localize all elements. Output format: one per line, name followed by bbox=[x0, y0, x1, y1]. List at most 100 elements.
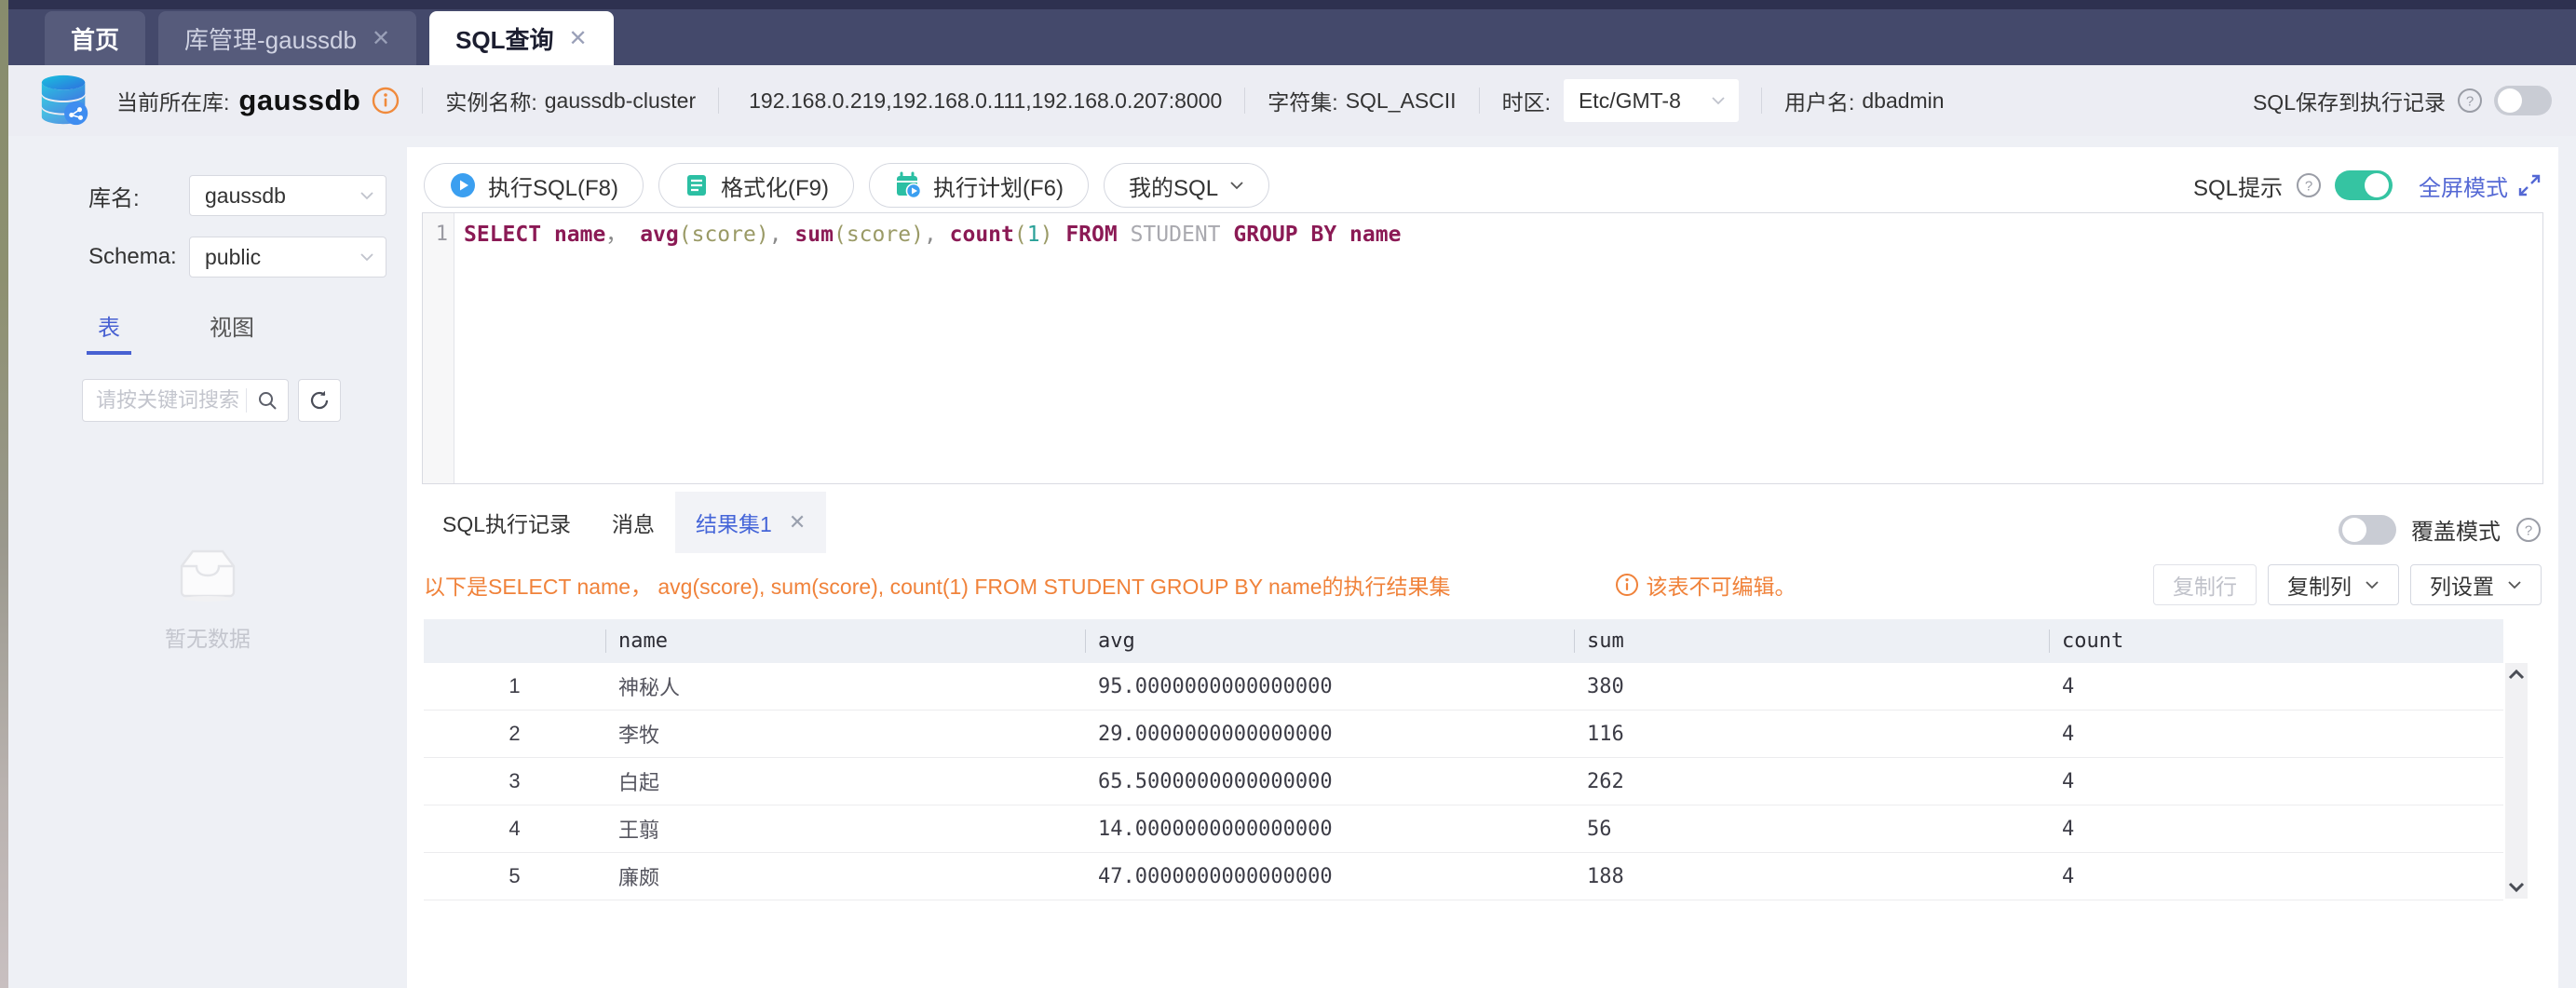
sql-token bbox=[627, 223, 640, 247]
cell-avg[interactable]: 65.5000000000000000 bbox=[1098, 769, 1333, 793]
sql-token bbox=[1052, 223, 1065, 247]
tab-home[interactable]: 首页 bbox=[45, 11, 146, 65]
format-label: 格式化(F9) bbox=[721, 175, 830, 201]
sql-token: count bbox=[949, 223, 1014, 247]
sidebar-tab-tables[interactable]: 表 bbox=[87, 309, 131, 355]
column-header-count[interactable]: count bbox=[2049, 619, 2503, 663]
cell-avg[interactable]: 29.0000000000000000 bbox=[1098, 722, 1333, 746]
scroll-down-icon[interactable] bbox=[2508, 882, 2525, 893]
explain-plan-button[interactable]: 执行计划(F6) bbox=[869, 163, 1090, 208]
cell-count[interactable]: 4 bbox=[2062, 864, 2075, 888]
cell-name[interactable]: 王翦 bbox=[618, 819, 660, 842]
sql-token: BY bbox=[1310, 223, 1337, 247]
scroll-up-icon[interactable] bbox=[2508, 669, 2525, 680]
table-row[interactable]: 1 神秘人 95.0000000000000000 380 4 bbox=[424, 663, 2503, 711]
cell-name[interactable]: 神秘人 bbox=[618, 676, 681, 699]
cell-no[interactable]: 1 bbox=[508, 674, 521, 697]
overwrite-mode-toggle[interactable] bbox=[2339, 514, 2396, 545]
my-sql-label: 我的SQL bbox=[1129, 175, 1219, 201]
tab-sql-query[interactable]: SQL查询 ✕ bbox=[429, 11, 614, 65]
close-icon[interactable]: ✕ bbox=[788, 510, 807, 534]
sql-token bbox=[1118, 223, 1131, 247]
tab-home-label: 首页 bbox=[71, 25, 120, 54]
sql-token: , bbox=[768, 223, 795, 247]
cell-count[interactable]: 4 bbox=[2062, 817, 2075, 841]
db-select[interactable]: gaussdb bbox=[189, 175, 386, 216]
current-db-label: 当前所在库: bbox=[116, 90, 230, 115]
cell-no[interactable]: 2 bbox=[508, 722, 521, 745]
refresh-button[interactable] bbox=[298, 379, 341, 422]
close-icon[interactable]: ✕ bbox=[568, 25, 588, 51]
cell-avg[interactable]: 47.0000000000000000 bbox=[1098, 864, 1333, 888]
save-record-toggle[interactable] bbox=[2494, 86, 2552, 115]
column-header-name[interactable]: name bbox=[605, 619, 1085, 663]
chevron-down-icon bbox=[360, 192, 373, 200]
copy-column-button[interactable]: 复制列 bbox=[2268, 564, 2399, 605]
code-line[interactable]: SELECT name， avg(score), sum(score), cou… bbox=[454, 213, 2542, 483]
sql-token: score bbox=[846, 223, 912, 247]
ip-list: 192.168.0.219,192.168.0.111,192.168.0.20… bbox=[749, 88, 1223, 113]
copy-row-button[interactable]: 复制行 bbox=[2153, 564, 2257, 605]
cell-name[interactable]: 廉颇 bbox=[618, 866, 660, 889]
sql-hint-toggle[interactable] bbox=[2335, 170, 2393, 200]
format-button[interactable]: 格式化(F9) bbox=[658, 163, 855, 208]
cell-count[interactable]: 4 bbox=[2062, 722, 2075, 746]
current-db-value: gaussdb bbox=[238, 84, 361, 116]
table-scrollbar[interactable] bbox=[2505, 663, 2528, 899]
schema-select[interactable]: public bbox=[189, 237, 386, 277]
sql-token: ) bbox=[1039, 223, 1053, 247]
run-sql-button[interactable]: 执行SQL(F8) bbox=[424, 163, 644, 208]
timezone-select[interactable]: Etc/GMT-8 bbox=[1563, 79, 1739, 122]
play-icon bbox=[451, 173, 475, 197]
cell-sum[interactable]: 380 bbox=[1587, 674, 1624, 698]
search-icon[interactable] bbox=[247, 380, 288, 421]
sql-token: ( bbox=[833, 223, 847, 247]
timezone-label: 时区: bbox=[1501, 90, 1551, 115]
desktop-edge bbox=[0, 0, 8, 988]
cell-no[interactable]: 3 bbox=[508, 769, 521, 792]
sidebar-tab-views[interactable]: 视图 bbox=[210, 316, 254, 341]
explain-plan-label: 执行计划(F6) bbox=[933, 175, 1064, 201]
cell-sum[interactable]: 262 bbox=[1587, 769, 1624, 793]
db-select-value: gaussdb bbox=[205, 183, 286, 208]
table-row[interactable]: 2 李牧 29.0000000000000000 116 4 bbox=[424, 711, 2503, 758]
result-info-row: 以下是SELECT name， avg(score), sum(score), … bbox=[424, 562, 2542, 607]
table-row[interactable]: 4 王翦 14.0000000000000000 56 4 bbox=[424, 805, 2503, 853]
cell-count[interactable]: 4 bbox=[2062, 769, 2075, 793]
cell-name[interactable]: 白起 bbox=[618, 771, 660, 794]
divider bbox=[1244, 88, 1246, 114]
table-row[interactable]: 5 廉颇 47.0000000000000000 188 4 bbox=[424, 853, 2503, 900]
sidebar: 库名: gaussdb Schema: public 表 视图 bbox=[8, 136, 407, 988]
tab-db-management[interactable]: 库管理-gaussdb ✕ bbox=[158, 11, 417, 65]
help-icon[interactable]: ? bbox=[2515, 517, 2542, 543]
cell-avg[interactable]: 14.0000000000000000 bbox=[1098, 817, 1333, 841]
instance-label: 实例名称: bbox=[445, 90, 537, 115]
cell-sum[interactable]: 116 bbox=[1587, 722, 1624, 746]
cell-sum[interactable]: 56 bbox=[1587, 817, 1612, 841]
table-row[interactable]: 3 白起 65.5000000000000000 262 4 bbox=[424, 758, 2503, 805]
db-info-icon[interactable] bbox=[372, 87, 400, 115]
cell-no[interactable]: 4 bbox=[508, 817, 521, 840]
close-icon[interactable]: ✕ bbox=[371, 25, 391, 51]
tab-result-set[interactable]: 结果集1 ✕ bbox=[675, 492, 827, 553]
help-icon[interactable]: ? bbox=[2296, 172, 2322, 198]
cell-count[interactable]: 4 bbox=[2062, 674, 2075, 698]
sql-token: SELECT bbox=[464, 223, 542, 247]
cell-avg[interactable]: 95.0000000000000000 bbox=[1098, 674, 1333, 698]
fullscreen-button[interactable]: 全屏模式 bbox=[2419, 169, 2542, 202]
cell-no[interactable]: 5 bbox=[508, 864, 521, 887]
table-search-input[interactable] bbox=[83, 388, 246, 413]
tab-sql-history[interactable]: SQL执行记录 bbox=[442, 512, 572, 536]
tab-messages[interactable]: 消息 bbox=[612, 512, 656, 536]
divider bbox=[1760, 88, 1762, 114]
fullscreen-icon bbox=[2518, 174, 2541, 196]
cell-sum[interactable]: 188 bbox=[1587, 864, 1624, 888]
sql-editor[interactable]: 1 SELECT name， avg(score), sum(score), c… bbox=[422, 212, 2543, 484]
help-icon[interactable]: ? bbox=[2457, 88, 2483, 114]
column-settings-button[interactable]: 列设置 bbox=[2410, 564, 2542, 605]
my-sql-button[interactable]: 我的SQL bbox=[1104, 163, 1270, 208]
cell-name[interactable]: 李牧 bbox=[618, 724, 660, 747]
instance-value: gaussdb-cluster bbox=[544, 88, 697, 113]
column-header-sum[interactable]: sum bbox=[1574, 619, 2049, 663]
column-header-avg[interactable]: avg bbox=[1085, 619, 1574, 663]
